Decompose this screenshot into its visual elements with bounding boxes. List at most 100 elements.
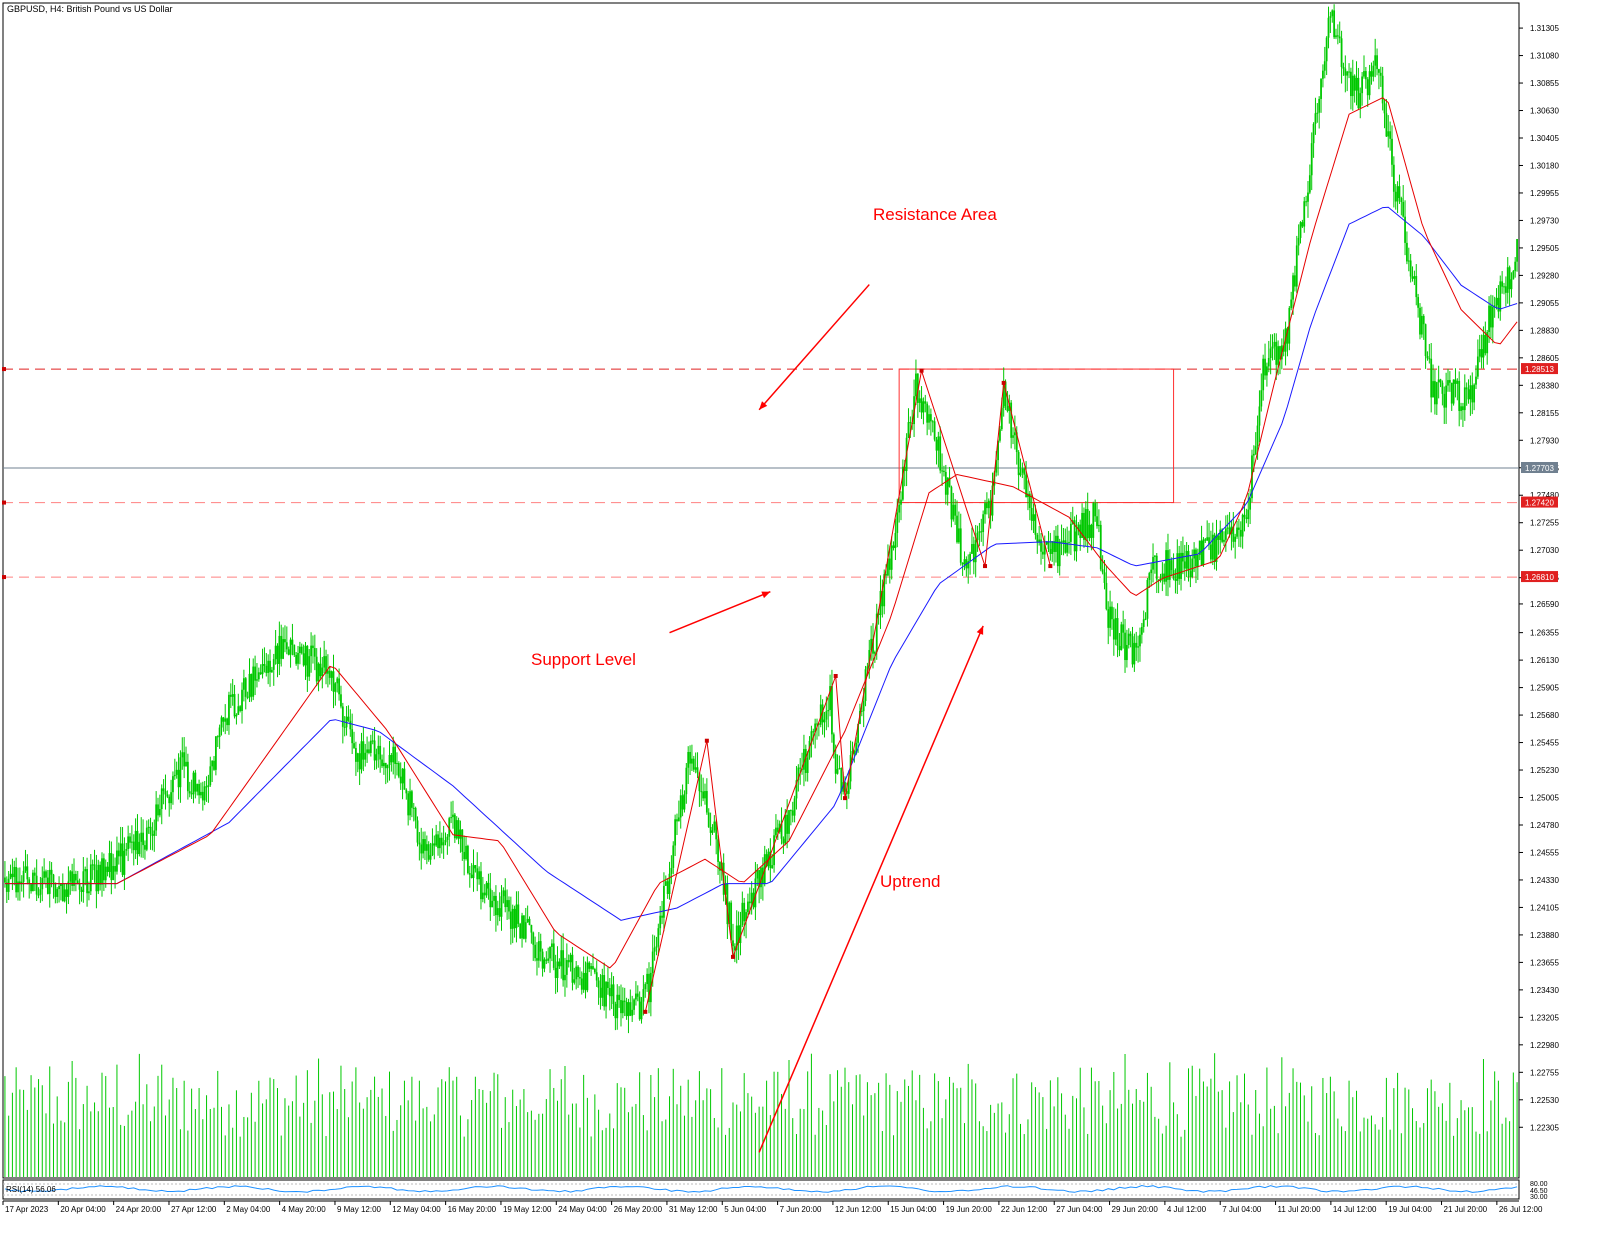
candle-body bbox=[577, 966, 579, 978]
candle-body bbox=[452, 814, 454, 818]
candle-body bbox=[1112, 619, 1115, 640]
candle-body bbox=[481, 892, 484, 900]
candle-body bbox=[1107, 609, 1110, 628]
candle-body bbox=[1484, 334, 1487, 354]
candle-body bbox=[1139, 634, 1141, 647]
candle-body bbox=[46, 877, 49, 894]
candle-body bbox=[974, 540, 977, 563]
candle-body bbox=[1428, 358, 1431, 360]
candle-body bbox=[537, 941, 540, 961]
candle-body bbox=[1137, 646, 1139, 648]
candle-body bbox=[414, 807, 417, 821]
candle-body bbox=[943, 470, 945, 472]
candle-body bbox=[888, 558, 891, 570]
candle-body bbox=[1120, 624, 1123, 651]
candle-body bbox=[780, 823, 783, 839]
candle-body bbox=[663, 885, 665, 918]
resistance-box bbox=[898, 368, 1175, 504]
candle-body bbox=[817, 723, 820, 725]
candle-body bbox=[672, 845, 675, 868]
candle-body bbox=[657, 928, 660, 947]
candle-body bbox=[513, 908, 516, 929]
candle-body bbox=[1398, 186, 1401, 199]
y-tick-label: 1.26355 bbox=[1530, 629, 1559, 638]
candle-body bbox=[664, 881, 667, 886]
candle-body bbox=[1467, 389, 1470, 400]
candle-body bbox=[418, 842, 421, 845]
candle-body bbox=[71, 871, 74, 886]
candle-body bbox=[771, 865, 774, 869]
candle-body bbox=[948, 477, 951, 487]
candle-body bbox=[961, 562, 964, 565]
candle-body bbox=[338, 678, 340, 695]
candle-body bbox=[1247, 509, 1250, 520]
x-tick-label: 16 May 20:00 bbox=[448, 1205, 497, 1214]
candle-body bbox=[102, 858, 105, 881]
candle-body bbox=[1002, 381, 1005, 408]
candle-body bbox=[336, 678, 339, 684]
candle-body bbox=[1183, 561, 1186, 569]
candle-body bbox=[48, 869, 51, 894]
candle-body bbox=[1503, 286, 1505, 288]
candle-body bbox=[1351, 75, 1354, 97]
candle-body bbox=[571, 954, 574, 983]
candle-body bbox=[1025, 474, 1027, 498]
candle-body bbox=[868, 649, 871, 667]
candle-body bbox=[1066, 542, 1069, 553]
candle-body bbox=[659, 915, 662, 929]
candle-body bbox=[334, 683, 337, 692]
candle-body bbox=[1316, 112, 1319, 114]
candle-body bbox=[743, 902, 746, 922]
y-tick-label: 1.23655 bbox=[1530, 958, 1559, 967]
candle-body bbox=[1068, 541, 1070, 543]
candle-body bbox=[106, 866, 109, 872]
candle-body bbox=[1161, 573, 1164, 578]
candle-body bbox=[173, 774, 176, 777]
candle-body bbox=[1301, 222, 1304, 227]
candle-body bbox=[515, 904, 518, 929]
candle-body bbox=[845, 791, 848, 794]
candle-body bbox=[560, 950, 563, 967]
candle-body bbox=[233, 694, 236, 717]
candle-body bbox=[1292, 275, 1294, 300]
candle-body bbox=[485, 882, 488, 896]
candle-body bbox=[655, 946, 658, 948]
candle-body bbox=[1211, 534, 1214, 560]
candle-body bbox=[1015, 432, 1018, 453]
x-tick-label: 20 Apr 04:00 bbox=[60, 1205, 106, 1214]
candle-body bbox=[1372, 65, 1375, 77]
candle-body bbox=[360, 741, 363, 770]
candle-body bbox=[620, 1000, 622, 1014]
candle-body bbox=[1088, 524, 1091, 539]
candle-body bbox=[125, 848, 128, 851]
price-tag-label: 1.27420 bbox=[1525, 499, 1554, 508]
candle-body bbox=[440, 837, 443, 846]
candle-body bbox=[448, 818, 451, 837]
candle-body bbox=[1385, 113, 1388, 137]
candle-body bbox=[705, 791, 708, 813]
candle-body bbox=[853, 751, 856, 754]
y-tick-label: 1.24555 bbox=[1530, 848, 1559, 857]
candle-body bbox=[1342, 67, 1345, 69]
candle-body bbox=[356, 753, 359, 762]
candle-body bbox=[1463, 387, 1466, 411]
candle-body bbox=[472, 865, 475, 879]
candle-body bbox=[119, 843, 122, 857]
candle-body bbox=[280, 635, 283, 659]
candle-body bbox=[1168, 560, 1171, 580]
fast-moving-average-line bbox=[4, 97, 1518, 969]
candle-body bbox=[840, 768, 843, 792]
candle-body bbox=[860, 710, 863, 712]
candle-body bbox=[224, 718, 227, 722]
y-tick-label: 1.28380 bbox=[1530, 381, 1559, 390]
zigzag-pattern bbox=[643, 368, 1053, 1014]
candle-body bbox=[1105, 582, 1108, 610]
candle-body bbox=[1047, 541, 1050, 549]
candle-body bbox=[1213, 534, 1216, 563]
candle-body bbox=[495, 895, 497, 916]
candle-body bbox=[78, 883, 81, 890]
candle-body bbox=[1471, 385, 1474, 403]
rsi-axis-label: 46.50 bbox=[1530, 1188, 1548, 1195]
zigzag-marker bbox=[833, 673, 838, 678]
